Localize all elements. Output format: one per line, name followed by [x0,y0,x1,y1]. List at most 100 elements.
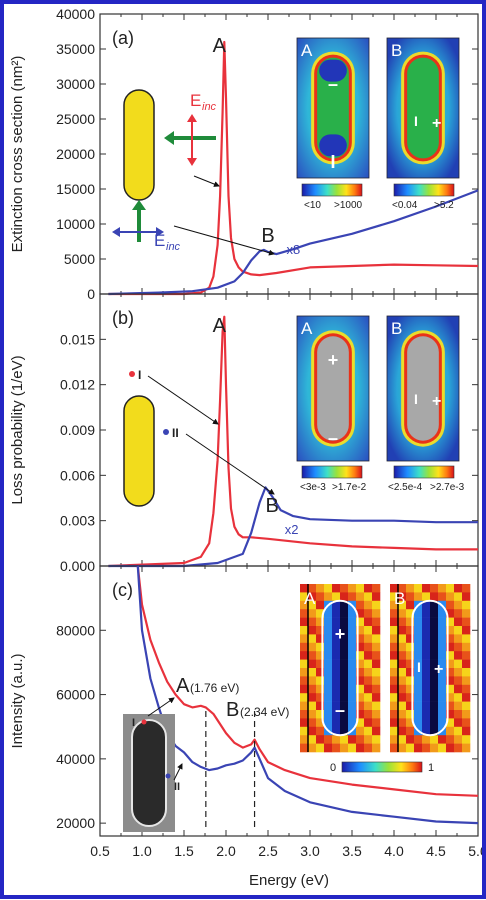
map-pixel [430,642,439,652]
y-tick-label: 0.015 [60,331,95,347]
map-pixel [324,617,333,627]
map-pixel [348,668,357,677]
field-map-a-A [296,37,370,179]
map-pixel [398,701,407,711]
map-pixel [324,684,333,694]
map-pixel [422,617,431,627]
map-pixel [308,634,317,644]
map-pixel [308,584,317,593]
map-pixel [364,693,373,702]
y-tick-label: 0.009 [60,422,95,438]
peak-label-B: B [261,225,274,247]
map-pixel [414,668,423,677]
map-pixel [406,743,415,753]
map-pixel [454,668,463,677]
e-inc-sub-blue: inc [166,241,181,253]
map-pixel [332,626,341,635]
e-inc-label-red: E [190,91,201,110]
figure: 0 5000 10000 15000 20000 25000 30000 35000 40000… [9,6,486,889]
map-pixel [372,609,381,618]
map-pixel [340,735,349,744]
map-pixel [390,592,399,602]
rod-interior [317,57,349,159]
map-pixel [406,626,415,635]
x-tick-label: 5.0 [468,843,482,859]
map-pixel [422,600,431,610]
map-pixel [332,609,341,618]
map-pixel [364,668,373,677]
x-tick-label: 1.5 [174,843,194,859]
map-pixel [372,726,381,736]
map-pixel [324,743,333,753]
map-pixel [462,651,471,660]
map-pixel [462,617,471,627]
y-tick-label: 40000 [56,751,95,767]
map-pixel [372,584,381,593]
map-pixel [300,659,309,669]
colorbar-max-label: >1000 [334,200,363,211]
map-pixel [398,600,407,610]
map-pixel [332,651,341,660]
map-pixel [372,592,381,602]
y-tick-label: 25000 [56,111,95,127]
peak-label-A: A [213,35,227,57]
charge-minus: I [414,391,418,407]
map-pixel [414,651,423,660]
map-pixel [390,684,399,694]
map-pixel [462,592,471,602]
map-pixel [340,684,349,694]
map-pixel [324,668,333,677]
map-pixel [340,609,349,618]
map-pixel [422,651,431,660]
map-pixel [422,726,431,736]
map-pixel [390,626,399,635]
map-pixel [406,726,415,736]
nanorod-illustration [123,395,155,507]
map-pixel [316,651,325,660]
map-pixel [390,651,399,660]
rod-outline [411,599,449,737]
map-pixel [316,584,325,593]
x-tick-label: 3.0 [300,843,320,859]
map-pixel [332,592,341,602]
map-pixel [454,676,463,686]
map-pixel [340,726,349,736]
map-pixel [356,743,365,753]
map-pixel [300,642,309,652]
probe-point-I [129,371,135,377]
map-pixel [414,735,423,744]
field-map-b-A [296,315,370,462]
map-pixel [390,735,399,744]
map-pixel [372,676,381,686]
map-pixel [300,718,309,728]
map-pixel [454,735,463,744]
map-pixel [430,651,439,660]
map-pixel [454,634,463,644]
colorbar-max-label: 1 [428,762,434,774]
map-pixel [446,693,455,702]
map-pixel [398,592,407,602]
map-pixel [454,592,463,602]
map-pixel [422,626,431,635]
map-pixel [390,609,399,618]
map-pixel [348,718,357,728]
map-pixel [406,642,415,652]
map-pixel [430,626,439,635]
map-pixel [308,735,317,744]
map-label-B: B [391,41,402,60]
map-pixel [332,676,341,686]
map-pixel [356,634,365,644]
map-pixel [422,676,431,686]
map-pixel [308,718,317,728]
map-pixel [332,659,341,669]
map-pixel [390,617,399,627]
field-map-a-B [386,37,460,179]
map-pixel [356,701,365,711]
map-label-A: A [301,319,313,338]
map-pixel [398,743,407,753]
map-pixel [446,735,455,744]
charge-minus: I [330,152,335,172]
map-pixel [324,592,333,602]
map-pixel [422,668,431,677]
y-tick-label: 20000 [56,146,95,162]
